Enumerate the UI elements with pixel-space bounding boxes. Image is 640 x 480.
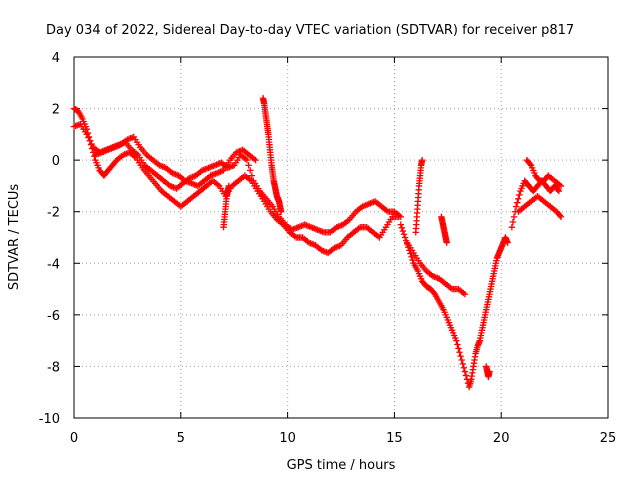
series-recovery <box>508 177 563 231</box>
data-point <box>400 231 408 238</box>
data-point <box>457 352 464 360</box>
data-point <box>510 213 518 221</box>
data-point <box>277 208 285 215</box>
x-tick-label: 20 <box>493 431 510 446</box>
data-point <box>243 156 251 164</box>
data-point <box>557 213 565 221</box>
data-point <box>85 133 93 141</box>
y-tick-label: -4 <box>47 257 60 272</box>
data-point <box>409 256 416 264</box>
series-dip-19h <box>483 363 493 380</box>
x-tick-label: 5 <box>177 431 185 446</box>
y-tick-label: 2 <box>52 103 60 118</box>
data-point <box>245 162 252 169</box>
series-track-a <box>70 120 405 236</box>
data-point <box>461 368 469 375</box>
series-cluster-17h <box>438 213 450 246</box>
data-point <box>399 227 407 235</box>
data-point <box>443 239 450 246</box>
data-point <box>509 218 517 226</box>
data-point <box>418 156 426 164</box>
series-spike-16h <box>412 156 426 236</box>
data-point <box>456 349 463 356</box>
data-point <box>247 167 254 174</box>
data-points <box>70 95 565 391</box>
data-point <box>459 360 466 368</box>
data-point <box>515 195 522 203</box>
data-point <box>252 156 259 164</box>
data-point <box>504 239 511 246</box>
data-point <box>397 221 405 228</box>
series-late-branch <box>404 239 469 298</box>
x-tick-labels: 0 5 10 15 20 25 <box>70 431 616 446</box>
series-recovery-upper <box>523 156 565 190</box>
series-late-main <box>397 221 511 391</box>
y-tick-label: -6 <box>47 309 60 324</box>
data-point <box>462 372 470 379</box>
data-point <box>401 234 409 241</box>
data-point <box>87 141 95 148</box>
data-point <box>554 186 562 193</box>
data-point <box>555 187 563 195</box>
data-point <box>514 199 521 206</box>
data-point <box>508 223 516 231</box>
chart-title: Day 034 of 2022, Sidereal Day-to-day VTE… <box>46 23 574 38</box>
x-tick-label: 10 <box>279 431 296 446</box>
data-point <box>453 337 460 344</box>
series-track-b <box>70 105 402 257</box>
data-point <box>225 182 233 190</box>
series-track-c <box>92 133 259 190</box>
data-point <box>455 345 462 352</box>
y-tick-label: 0 <box>52 154 60 169</box>
grid <box>74 57 608 418</box>
data-point <box>88 145 96 152</box>
data-point <box>557 182 565 190</box>
y-axis-label: SDTVAR / TECUs <box>7 184 22 291</box>
data-point <box>461 291 469 298</box>
data-point <box>395 213 402 221</box>
x-tick-label: 15 <box>386 431 403 446</box>
data-point <box>460 364 468 371</box>
plot-frame <box>73 56 609 419</box>
axis-ticks <box>73 56 609 419</box>
data-point <box>486 368 493 375</box>
data-point <box>512 203 520 210</box>
data-point <box>430 289 438 297</box>
data-point <box>556 212 564 219</box>
data-point <box>454 341 461 348</box>
data-point <box>516 191 523 199</box>
x-axis-label: GPS time / hours <box>287 458 396 473</box>
x-tick-label: 0 <box>70 431 78 446</box>
series-spike-7h <box>220 182 233 231</box>
y-tick-label: 4 <box>52 51 60 66</box>
data-point <box>84 129 92 137</box>
data-point <box>408 253 415 261</box>
series-spike-9h <box>259 95 285 215</box>
data-point <box>398 224 406 232</box>
data-point <box>458 356 465 364</box>
x-tick-label: 25 <box>600 431 617 446</box>
y-tick-labels: -10 -8 -6 -4 -2 0 2 4 <box>39 51 60 427</box>
y-tick-label: -2 <box>47 206 60 221</box>
y-tick-label: -10 <box>39 412 60 427</box>
data-point <box>83 126 91 133</box>
data-point <box>86 137 94 145</box>
series-recovery-lower <box>515 193 565 221</box>
data-point <box>526 160 534 168</box>
y-tick-label: -8 <box>47 360 60 375</box>
